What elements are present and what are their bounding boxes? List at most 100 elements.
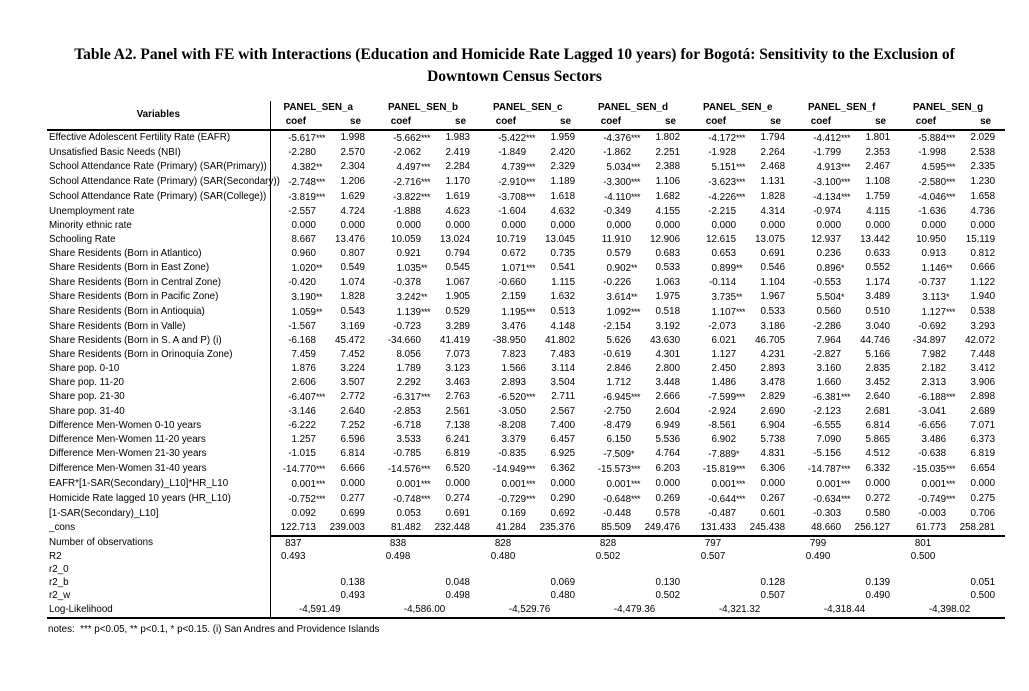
se-value: 1.632 xyxy=(550,291,576,303)
coef-value: 3.113* xyxy=(900,290,958,305)
coef-number: -2.910 xyxy=(498,176,527,188)
coef-number: -5.662 xyxy=(393,132,422,144)
coef-value: -3.708*** xyxy=(480,190,538,205)
se-value: 44.746 xyxy=(860,334,891,346)
summary-empty xyxy=(538,536,585,550)
coef-value: -0.749*** xyxy=(900,492,958,507)
coef-value: -15.819*** xyxy=(690,462,748,477)
summary-value: 0.500 xyxy=(970,589,996,601)
coef-number: 2.893 xyxy=(501,376,527,388)
se-value: 3.448 xyxy=(655,376,681,388)
significance-stars: *** xyxy=(526,161,536,172)
se-value: 1.174 xyxy=(865,276,891,288)
significance-stars: *** xyxy=(631,132,641,143)
coef-number: -2.123 xyxy=(813,405,842,417)
summary-value: 828 xyxy=(494,537,512,549)
se-value: 0.794 xyxy=(445,247,471,259)
coef-value: -3.300*** xyxy=(585,175,643,190)
coef-value: 0.092 xyxy=(270,507,328,521)
se-value: 1.106 xyxy=(655,176,681,188)
coef-number: 0.000 xyxy=(816,219,842,231)
se-value: 0.000 xyxy=(655,219,681,231)
se-value: 0.812 xyxy=(970,247,996,259)
se-value: 2.420 xyxy=(550,146,576,158)
se-value: 245.438 xyxy=(748,520,796,537)
summary-value: -4,321.32 xyxy=(690,601,796,619)
se-value: 4.736 xyxy=(970,205,996,217)
se-value: 3.040 xyxy=(865,320,891,332)
se-value: 6.819 xyxy=(445,448,471,460)
coef-value: 48.660 xyxy=(795,520,854,537)
se-value: 43.630 xyxy=(650,334,681,346)
coef-number: 7.090 xyxy=(816,433,842,445)
significance-stars: *** xyxy=(316,493,326,504)
se-value: 0.545 xyxy=(445,262,471,274)
coef-number: 1.195 xyxy=(501,306,527,318)
summary-label: r2_w xyxy=(47,588,271,602)
variable-label: _cons xyxy=(47,520,271,536)
se-value: 0.277 xyxy=(340,493,366,505)
summary-value: 0.493 xyxy=(340,589,366,601)
summary-row: R2 0.493 0.498 0.480 0.502 0.507 0.490 0.500 xyxy=(47,549,1005,563)
coef-number: -8.561 xyxy=(708,419,737,431)
se-value: 4.632 xyxy=(550,205,576,217)
coef-number: -3.041 xyxy=(918,405,947,417)
coef-value: -0.835 xyxy=(480,447,538,462)
coef-value: 1.127*** xyxy=(900,305,958,320)
se-value: 3.504 xyxy=(550,376,576,388)
se-value: 1.828 xyxy=(340,291,366,303)
significance-stars: *** xyxy=(946,161,956,172)
coef-value: 61.773 xyxy=(900,520,959,537)
coef-number: -0.752 xyxy=(288,493,316,505)
coef-number: 1.059 xyxy=(291,306,316,318)
coef-number: -0.835 xyxy=(498,448,527,460)
significance-stars: *** xyxy=(841,176,851,187)
coef-number: -15.819 xyxy=(702,463,737,475)
summary-value: 0.069 xyxy=(550,576,576,588)
significance-stars: *** xyxy=(526,391,536,402)
se-value: 3.452 xyxy=(865,376,891,388)
se-subheader: se xyxy=(748,114,796,131)
summary-value: 0.480 xyxy=(490,550,516,562)
significance-stars: *** xyxy=(736,191,746,202)
coef-value: 0.560 xyxy=(795,305,853,320)
significance-stars: *** xyxy=(631,191,641,202)
coef-number: -0.226 xyxy=(603,276,632,288)
summary-value: 838 xyxy=(389,537,407,549)
coef-number: 1.712 xyxy=(606,376,632,388)
coef-number: -1.888 xyxy=(393,205,422,217)
se-value: 2.264 xyxy=(760,146,786,158)
coef-number: -6.407 xyxy=(288,391,316,403)
coef-value: 0.000 xyxy=(270,219,328,233)
coef-number: 7.459 xyxy=(291,348,316,360)
table-header: Variables PANEL_SEN_a PANEL_SEN_b PANEL_SEN… xyxy=(47,100,1006,131)
coef-value: 2.159 xyxy=(480,290,538,305)
coef-number: -2.750 xyxy=(603,405,632,417)
coef-value: -2.910*** xyxy=(480,175,538,190)
summary-empty xyxy=(328,563,375,576)
se-value: 6.814 xyxy=(340,448,366,460)
coef-number: -2.557 xyxy=(288,205,316,217)
coef-number: 10.059 xyxy=(391,233,422,245)
coef-value: 0.000 xyxy=(480,219,538,233)
coef-value: 6.902 xyxy=(690,433,748,447)
significance-stars: ** xyxy=(946,262,953,273)
coef-subheader: coef xyxy=(690,114,749,131)
coef-number: 10.719 xyxy=(496,233,527,245)
coef-value: 6.150 xyxy=(585,433,643,447)
se-value: 4.115 xyxy=(866,205,891,217)
coef-number: 2.606 xyxy=(291,376,316,388)
se-value: 4.314 xyxy=(760,205,786,217)
coef-number: -0.692 xyxy=(918,320,947,332)
coef-value: -3.623*** xyxy=(690,175,748,190)
se-value: 2.388 xyxy=(655,161,681,173)
coef-value: 2.182 xyxy=(900,362,958,376)
significance-stars: *** xyxy=(526,478,536,489)
se-value: 6.654 xyxy=(970,463,996,475)
significance-stars: * xyxy=(841,262,845,273)
coef-number: 0.672 xyxy=(501,247,527,259)
se-value: 0.706 xyxy=(970,507,996,519)
coef-value: 2.846 xyxy=(585,362,643,376)
se-value: 2.829 xyxy=(760,391,786,403)
summary-value: 0.500 xyxy=(910,550,936,562)
